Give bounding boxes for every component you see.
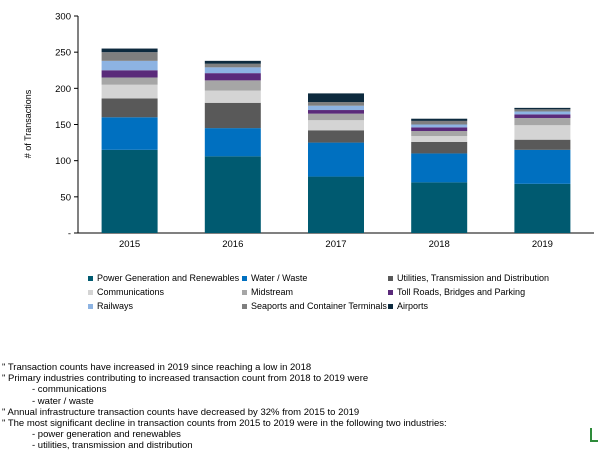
note-bullet: " Primary industries contributing to inc…	[2, 373, 369, 385]
legend-label: Toll Roads, Bridges and Parking	[397, 287, 526, 297]
stacked-bar-chart: - 50 100 150 200 250 300 # of Transactions 2015 2…	[23, 12, 594, 250]
legend-swatch	[242, 289, 247, 295]
bar-segment	[411, 118, 468, 121]
bar-segment	[204, 60, 261, 64]
bar-segment	[101, 70, 158, 78]
legend-item: Railways	[88, 301, 133, 311]
note-bullet: " The most significant decline in transa…	[2, 418, 447, 430]
bar-segment	[101, 117, 158, 150]
bar-segment	[514, 114, 571, 118]
x-tick-label: 2017	[325, 239, 346, 250]
bar-segment	[308, 120, 364, 131]
bar-segment	[411, 136, 468, 142]
x-tick-label: 2015	[119, 239, 140, 250]
bar-segment	[308, 102, 364, 106]
bar-segment	[204, 80, 261, 91]
bar-segment	[101, 48, 158, 53]
legend-item: Communications	[88, 287, 164, 297]
bar-segment	[411, 120, 468, 125]
bar-segment	[101, 52, 158, 61]
x-tick-label: 2018	[429, 239, 450, 250]
bar-segment	[204, 128, 261, 157]
legend-swatch	[242, 303, 247, 309]
legend-item: Power Generation and Renewables	[88, 273, 239, 283]
note-subitem: - water / waste	[32, 395, 94, 407]
bar-segment	[514, 149, 571, 184]
bar-segment	[411, 124, 468, 128]
bar-segment	[101, 60, 158, 71]
bar-segment	[204, 102, 261, 129]
y-tick-label: 200	[55, 84, 71, 95]
legend-item: Seaports and Container Terminals	[242, 301, 387, 311]
bar-segment	[308, 113, 364, 121]
legend-label: Communications	[97, 287, 165, 297]
bar-segment	[204, 63, 261, 68]
legend-swatch	[88, 275, 93, 281]
y-tick-label: -	[68, 229, 71, 240]
y-tick-label: 300	[55, 12, 71, 23]
note-bullet: " Transaction counts have increased in 2…	[2, 362, 312, 373]
legend-swatch	[88, 289, 93, 295]
x-tick-label: 2019	[532, 239, 553, 250]
bar-segment	[514, 111, 571, 115]
legend-item: Midstream	[242, 287, 293, 297]
legend-item: Toll Roads, Bridges and Parking	[388, 287, 525, 297]
bar-segment	[308, 176, 364, 233]
bar-segment	[308, 110, 364, 114]
commentary-notes: " Transaction counts have increased in 2…	[2, 362, 592, 452]
legend-label: Water / Waste	[251, 273, 308, 283]
legend-label: Airports	[397, 301, 429, 311]
legend-swatch	[88, 303, 93, 309]
legend-label: Midstream	[251, 287, 294, 297]
bar-segment	[514, 117, 571, 126]
bar-segment	[204, 156, 261, 233]
bar-segment	[411, 127, 468, 132]
legend-item: Water / Waste	[242, 273, 307, 283]
bar-segment	[308, 105, 364, 111]
note-subitem: - utilities, transmission and distributi…	[32, 440, 193, 452]
y-tick-label: 250	[55, 48, 71, 59]
legend-swatch	[388, 303, 393, 309]
bar-segment	[204, 90, 261, 103]
legend-swatch	[242, 275, 247, 281]
bar-segment	[514, 107, 571, 110]
bar-segment	[411, 153, 468, 183]
note-subitem: - power generation and renewables	[32, 429, 181, 441]
corner-bracket-icon	[590, 428, 598, 442]
bar-segment	[101, 77, 158, 85]
bar-segment	[514, 109, 571, 112]
note-subitem: - communications	[32, 384, 107, 396]
legend-label: Railways	[97, 301, 134, 311]
bar-segment	[308, 93, 364, 103]
legend-item: Utilities, Transmission and Distribution	[388, 273, 549, 283]
bar-segment	[101, 149, 158, 233]
bar-segment	[204, 73, 261, 81]
legend-label: Seaports and Container Terminals	[251, 301, 387, 311]
bar-segment	[514, 139, 571, 150]
bar-segment	[411, 141, 468, 154]
x-tick-label: 2016	[222, 239, 243, 250]
bar-segment	[308, 130, 364, 143]
legend-item: Airports	[388, 301, 428, 311]
y-axis-title: # of Transactions	[23, 89, 33, 158]
bar-segment	[514, 183, 571, 233]
bar-segment	[101, 84, 158, 99]
legend-label: Utilities, Transmission and Distribution	[397, 273, 550, 283]
bar-segment	[411, 131, 468, 137]
bar-segment	[411, 182, 468, 233]
bar-segment	[204, 67, 261, 74]
legend-label: Power Generation and Renewables	[97, 273, 240, 283]
y-tick-label: 50	[60, 192, 71, 203]
legend-swatch	[388, 289, 393, 295]
bar-segment	[101, 98, 158, 118]
note-bullet: " Annual infrastructure transaction coun…	[2, 406, 360, 418]
legend-swatch	[388, 275, 393, 281]
bar-segment	[514, 125, 571, 140]
y-tick-label: 100	[55, 156, 71, 167]
y-tick-label: 150	[55, 120, 71, 131]
bar-segment	[308, 142, 364, 177]
